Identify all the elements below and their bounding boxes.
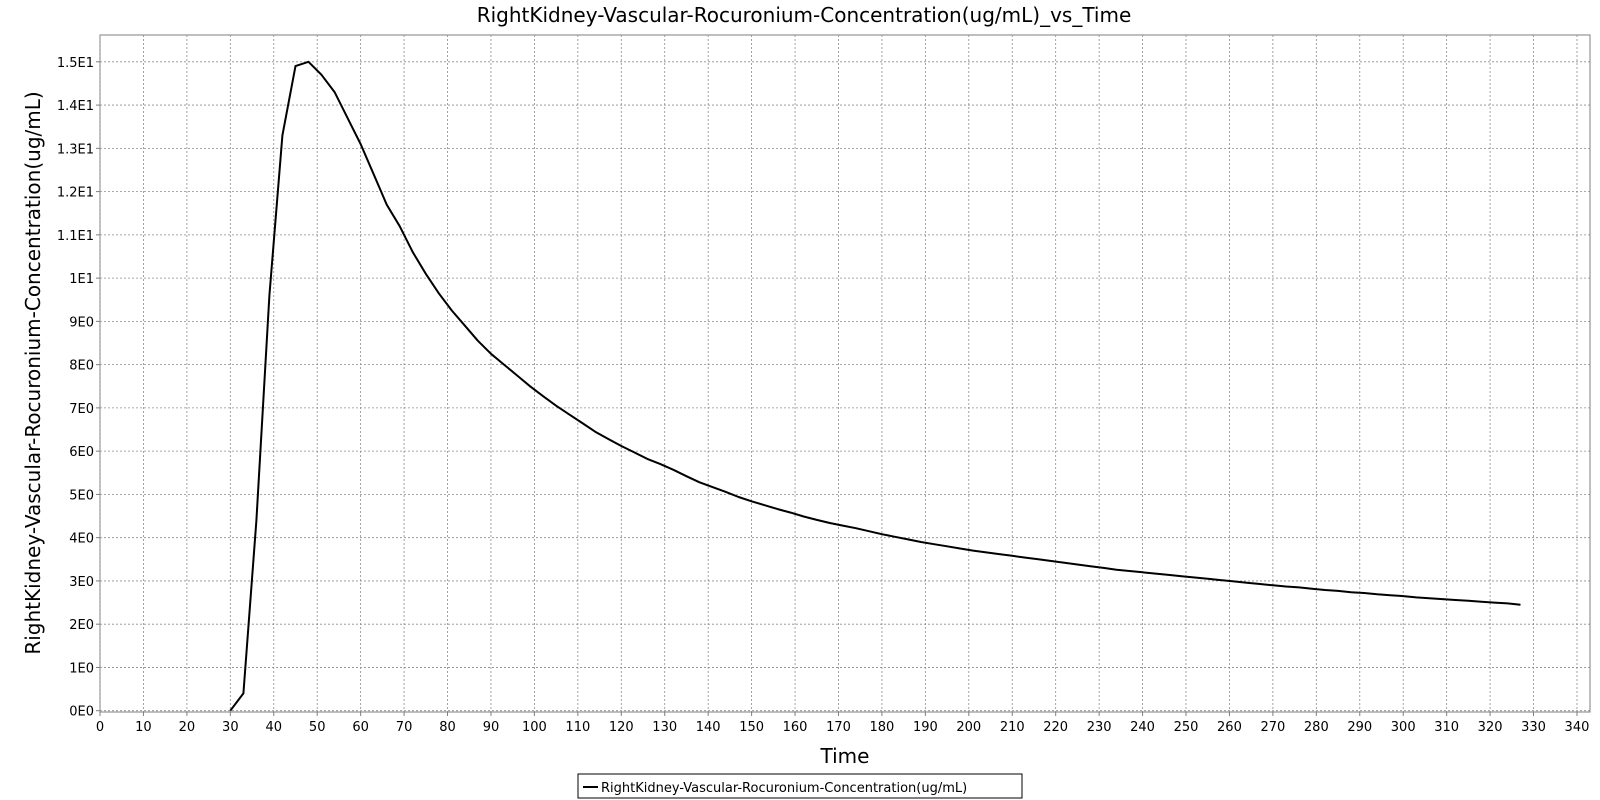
- legend-box: [577, 773, 1023, 799]
- y-tick-label: 4E0: [69, 532, 94, 547]
- x-tick-label: 150: [739, 720, 764, 735]
- y-tick-label: 1.2E1: [57, 186, 94, 201]
- y-tick-label: 9E0: [69, 315, 94, 330]
- series-line: [229, 60, 1521, 712]
- y-axis-label: RightKidney-Vascular-Rocuronium-Concentr…: [21, 91, 45, 654]
- x-tick-label: 310: [1434, 720, 1459, 735]
- x-tick-label: 180: [870, 720, 895, 735]
- x-tick-label: 40: [265, 720, 282, 735]
- x-tick-label: 90: [483, 720, 500, 735]
- y-tick-label: 6E0: [69, 445, 94, 460]
- x-tick-label: 30: [222, 720, 239, 735]
- grid: [99, 35, 1590, 712]
- x-tick-label: 300: [1391, 720, 1416, 735]
- y-axis: 0E0 1E0 2E0 3E0 4E0 5E0 6E0 7E0 8E0 9E0 1E1 1.1E1 1.…: [57, 56, 100, 720]
- x-tick-label: 220: [1043, 720, 1068, 735]
- x-tick-label: 120: [609, 720, 634, 735]
- y-tick-label: 1.1E1: [57, 229, 94, 244]
- y-tick-label: 7E0: [69, 402, 94, 417]
- y-tick-label: 8E0: [69, 359, 94, 374]
- x-tick-label: 240: [1130, 720, 1155, 735]
- plot-area: [99, 34, 1591, 713]
- y-tick-label: 1.5E1: [57, 56, 94, 71]
- x-tick-label: 340: [1565, 720, 1590, 735]
- x-axis-label: Time: [820, 744, 870, 768]
- x-tick-label: 70: [396, 720, 413, 735]
- x-tick-label: 10: [135, 720, 152, 735]
- legend-label: RightKidney-Vascular-Rocuronium-Concentr…: [601, 781, 967, 796]
- x-tick-label: 250: [1174, 720, 1199, 735]
- y-tick-label: 1E0: [69, 661, 94, 676]
- x-tick-label: 170: [826, 720, 851, 735]
- y-tick-label: 2E0: [69, 618, 94, 633]
- y-tick-label: 1.4E1: [57, 99, 94, 114]
- x-tick-label: 100: [522, 720, 547, 735]
- x-tick-label: 130: [652, 720, 677, 735]
- y-tick-label: 0E0: [69, 705, 94, 720]
- x-tick-label: 290: [1347, 720, 1372, 735]
- x-tick-label: 20: [179, 720, 196, 735]
- x-tick-label: 50: [309, 720, 326, 735]
- y-tick-label: 1E1: [69, 272, 94, 287]
- x-tick-label: 140: [696, 720, 721, 735]
- x-tick-label: 320: [1478, 720, 1503, 735]
- x-tick-label: 210: [1000, 720, 1025, 735]
- x-tick-label: 80: [439, 720, 456, 735]
- x-tick-label: 0: [96, 720, 104, 735]
- x-tick-label: 280: [1304, 720, 1329, 735]
- x-axis: 0 10 20 30 40 50 60 70 80 90 100 110 120 130 140 150 160…: [96, 712, 1590, 735]
- x-tick-label: 160: [783, 720, 808, 735]
- series-layer: [229, 60, 1521, 712]
- x-tick-label: 190: [913, 720, 938, 735]
- legend: RightKidney-Vascular-Rocuronium-Concentr…: [577, 773, 1023, 799]
- x-tick-label: 230: [1087, 720, 1112, 735]
- y-tick-label: 5E0: [69, 488, 94, 503]
- y-tick-label: 3E0: [69, 575, 94, 590]
- y-tick-label: 1.3E1: [57, 142, 94, 157]
- x-tick-label: 200: [956, 720, 981, 735]
- x-tick-label: 260: [1217, 720, 1242, 735]
- chart-title: RightKidney-Vascular-Rocuronium-Concentr…: [477, 3, 1132, 27]
- x-tick-label: 110: [565, 720, 590, 735]
- x-tick-label: 60: [352, 720, 369, 735]
- x-tick-label: 330: [1521, 720, 1546, 735]
- x-tick-label: 270: [1260, 720, 1285, 735]
